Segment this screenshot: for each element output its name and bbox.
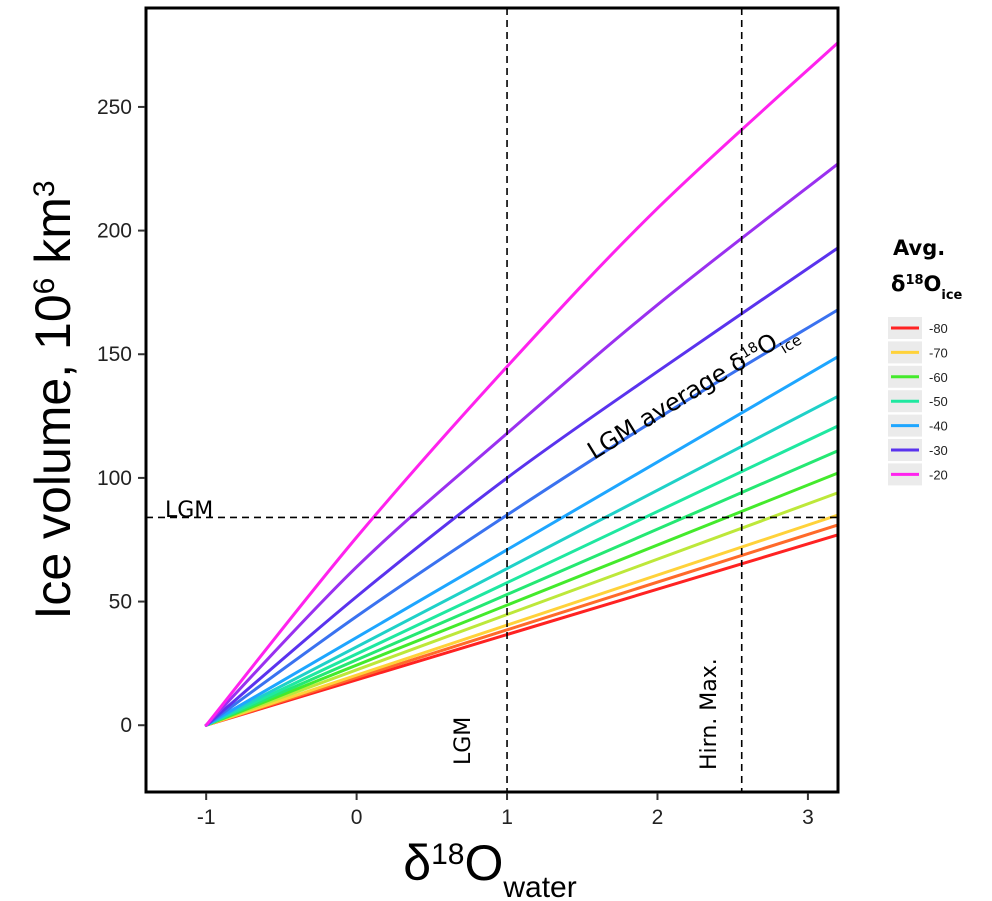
x-axis-label-sup: 18 bbox=[431, 838, 464, 871]
y-axis-label-sup: 6 bbox=[28, 278, 61, 295]
y-tick-label: 150 bbox=[97, 343, 132, 366]
legend-title-line1: Avg. bbox=[893, 236, 945, 260]
series-line-8 bbox=[204, 394, 840, 727]
series-line-2 bbox=[204, 523, 840, 727]
legend-entry-label: -60 bbox=[929, 370, 948, 385]
series-layer bbox=[204, 41, 840, 727]
legend: Avg. δ18Oice -80 -70 -60 -50 -40 -30 -20 bbox=[888, 236, 963, 486]
legend-entry-label: -50 bbox=[929, 394, 948, 409]
series-line-1 bbox=[204, 533, 840, 727]
y-tick-label: 250 bbox=[97, 96, 132, 119]
y-axis-label-unit-sup: 3 bbox=[28, 180, 61, 197]
y-tick-label: 100 bbox=[97, 467, 132, 490]
y-tick-label: 0 bbox=[120, 714, 132, 737]
legend-title-sup: 18 bbox=[905, 273, 923, 288]
x-axis-label: δ18Owater bbox=[403, 835, 576, 901]
x-tick-label: 1 bbox=[501, 806, 513, 829]
plot-frame bbox=[144, 6, 840, 794]
legend-entry-label: -20 bbox=[929, 467, 948, 482]
series-line-4 bbox=[204, 491, 840, 727]
x-tick-label: 3 bbox=[802, 806, 814, 829]
vertical-lgm-label: LGM bbox=[451, 717, 476, 765]
legend-entry-label: -80 bbox=[929, 321, 948, 336]
legend-entry-label: -70 bbox=[929, 345, 948, 360]
legend-title-o: O bbox=[924, 272, 942, 296]
lgm-average-curve-label-sub: ice bbox=[777, 331, 805, 358]
legend-title-delta: δ bbox=[891, 272, 905, 296]
x-axis-label-main: O bbox=[464, 835, 503, 891]
series-line-13 bbox=[204, 41, 840, 727]
x-axis-label-delta: δ bbox=[403, 835, 431, 891]
y-axis-label-main: Ice volume, 10 bbox=[25, 294, 81, 619]
y-tick-label: 200 bbox=[97, 220, 132, 243]
x-axis-label-sub: water bbox=[502, 871, 576, 901]
series-line-6 bbox=[204, 449, 840, 727]
series-line-5 bbox=[204, 471, 840, 727]
legend-title-line2: δ18Oice bbox=[891, 272, 963, 303]
axis-ticks: -1 0 1 2 3 0 50 100 150 200 250 bbox=[97, 96, 814, 829]
legend-title-sub: ice bbox=[941, 288, 962, 303]
y-axis-label: Ice volume, 106 km3 bbox=[25, 180, 81, 619]
series-line-11 bbox=[204, 246, 840, 727]
y-axis-label-unit: km bbox=[25, 197, 81, 278]
x-tick-label: -1 bbox=[197, 806, 216, 829]
legend-entry-label: -30 bbox=[929, 443, 948, 458]
legend-entries: -80 -70 -60 -50 -40 -30 -20 bbox=[888, 317, 948, 486]
reference-lines bbox=[146, 8, 838, 792]
horizontal-lgm-label: LGM bbox=[165, 498, 213, 523]
hirnantian-max-label: Hirn. Max. bbox=[697, 658, 722, 770]
legend-entry-label: -40 bbox=[929, 419, 948, 434]
series-line-7 bbox=[204, 424, 840, 727]
series-line-9 bbox=[204, 355, 840, 727]
lgm-average-curve-label-sup: 18 bbox=[738, 339, 762, 362]
series-line-3 bbox=[204, 513, 840, 727]
x-tick-label: 2 bbox=[652, 806, 664, 829]
y-tick-label: 50 bbox=[109, 591, 132, 614]
x-tick-label: 0 bbox=[351, 806, 363, 829]
